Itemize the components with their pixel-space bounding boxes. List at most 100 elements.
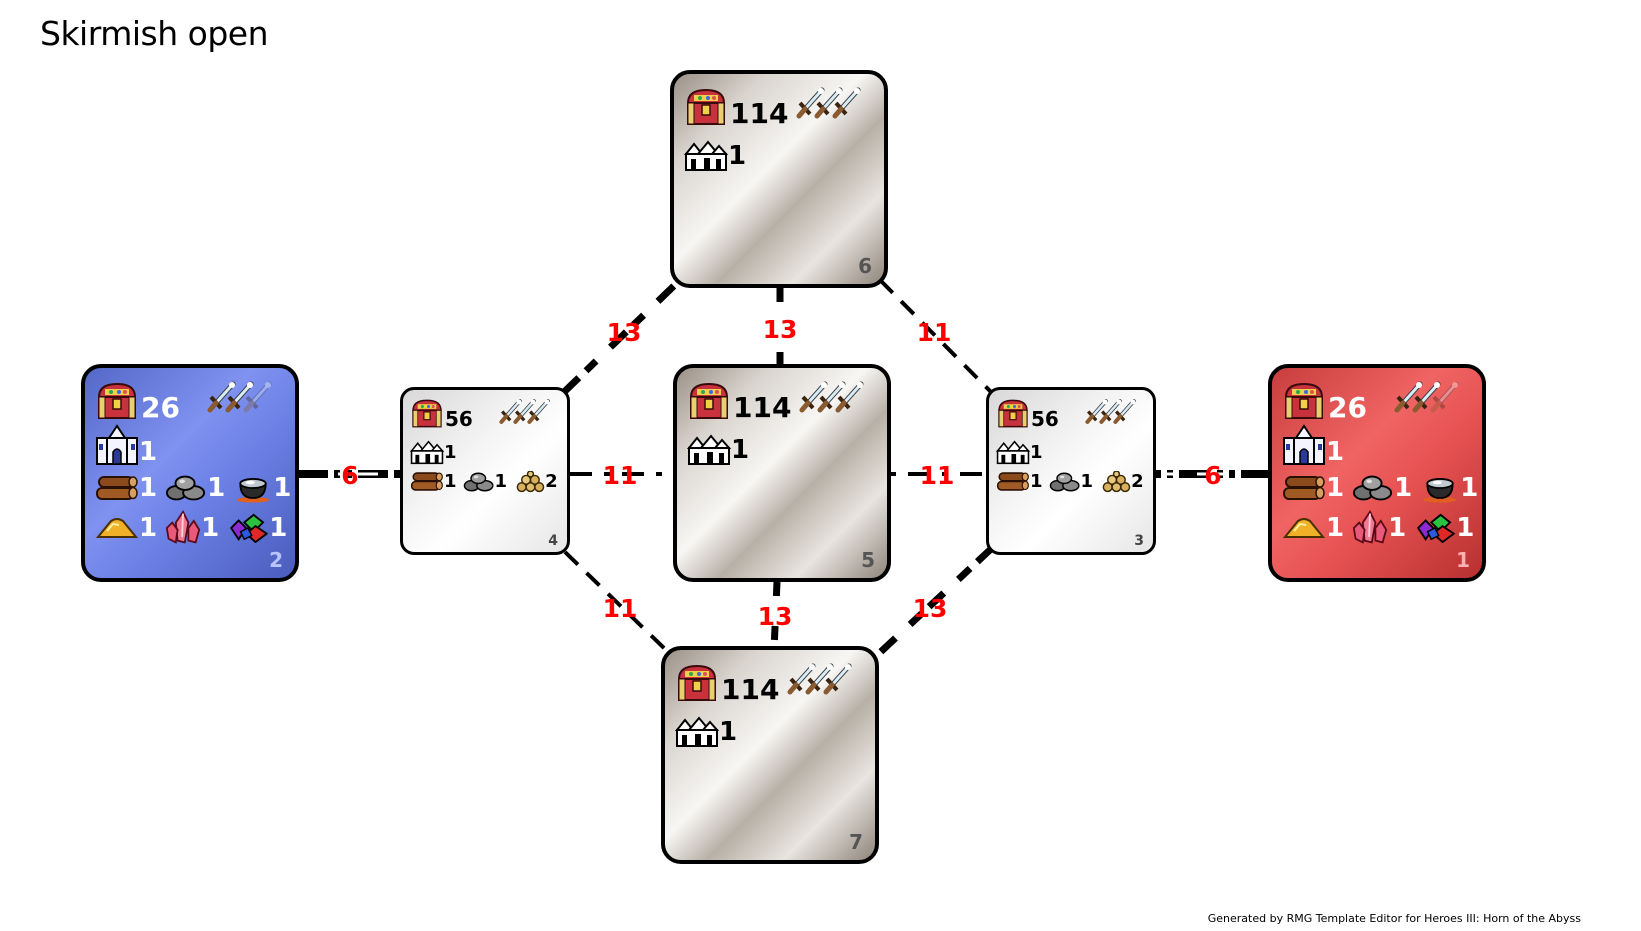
monster-strength <box>499 398 551 425</box>
ore-icon <box>165 473 207 503</box>
treasure-value: 56 <box>1031 406 1059 431</box>
zone-2-blue-player[interactable]: 26 1 1 1 1 1 1 1 2 <box>81 364 299 582</box>
wood-value: 1 <box>139 473 158 503</box>
town-icon <box>687 434 731 466</box>
connection-label-5-3: 11 <box>920 461 955 490</box>
wood-icon <box>1282 473 1326 503</box>
castle-icon <box>95 424 139 466</box>
connection-line-4-7[interactable] <box>563 550 668 652</box>
treasure-value: 114 <box>733 391 792 424</box>
ore-value: 1 <box>1394 473 1413 503</box>
monster-strength <box>1085 398 1137 425</box>
towns-value: 1 <box>1030 441 1043 463</box>
connection-label-4-7: 11 <box>603 594 638 623</box>
crystal-value: 1 <box>201 513 220 543</box>
treasure-chest-icon <box>675 663 719 703</box>
monster-strength <box>799 380 865 414</box>
zone-4[interactable]: 56 1 1 1 2 4 <box>400 387 570 555</box>
towns-value: 1 <box>719 717 738 747</box>
wood-icon <box>410 470 444 493</box>
ore-value: 1 <box>494 470 508 492</box>
towns-value: 1 <box>139 437 158 467</box>
zone-id: 3 <box>1134 533 1144 549</box>
connection-label-4-6: 13 <box>607 318 642 347</box>
zone-1-red-player[interactable]: 26 1 1 1 1 1 1 1 1 <box>1268 364 1486 582</box>
mercury-value: 1 <box>273 473 292 503</box>
connection-label-4-5: 11 <box>603 461 638 490</box>
connection-line-4-6[interactable] <box>560 277 683 396</box>
towns-value: 1 <box>444 441 457 463</box>
wood-icon <box>95 473 139 503</box>
connection-label-5-7: 13 <box>758 602 793 631</box>
treasure-chest-icon <box>410 398 444 429</box>
gems-value: 1 <box>269 513 288 543</box>
zone-3[interactable]: 56 1 1 1 2 3 <box>986 387 1156 555</box>
sulfur-value: 1 <box>1326 513 1345 543</box>
sulfur-icon <box>1282 513 1326 543</box>
gold-value: 2 <box>1131 470 1144 492</box>
towns-value: 1 <box>731 435 750 465</box>
monster-strength <box>787 662 853 696</box>
towns-value: 1 <box>1326 437 1345 467</box>
treasure-chest-icon <box>1282 381 1326 421</box>
zone-id: 4 <box>548 533 558 549</box>
ore-icon <box>463 471 495 493</box>
zone-6[interactable]: 114 1 6 <box>670 70 888 288</box>
zone-id: 7 <box>849 830 863 854</box>
sulfur-value: 1 <box>139 513 158 543</box>
monster-strength <box>796 86 862 120</box>
gold-icon <box>513 471 545 493</box>
gold-icon <box>1099 471 1131 493</box>
credit-text: Generated by RMG Template Editor for Her… <box>1207 912 1581 925</box>
zone-id: 6 <box>858 254 872 278</box>
treasure-chest-icon <box>996 398 1030 429</box>
crystal-value: 1 <box>1388 513 1407 543</box>
wood-value: 1 <box>1030 470 1043 492</box>
town-icon <box>684 140 728 172</box>
wood-value: 1 <box>444 470 457 492</box>
town-icon <box>410 440 444 465</box>
towns-value: 1 <box>728 141 747 171</box>
sulfur-icon <box>95 513 139 543</box>
crystal-icon <box>1352 510 1388 546</box>
connection-label-3-1: 6 <box>1204 461 1221 490</box>
ore-icon <box>1049 471 1081 493</box>
treasure-chest-icon <box>684 87 728 127</box>
monster-swords-icon <box>1113 398 1137 425</box>
zone-7[interactable]: 114 1 7 <box>661 646 879 864</box>
treasure-chest-icon <box>95 381 139 421</box>
ore-icon <box>1352 473 1394 503</box>
monster-swords-icon <box>243 380 273 414</box>
monster-strength <box>1394 380 1460 414</box>
gems-icon <box>1414 513 1456 543</box>
crystal-icon <box>165 510 201 546</box>
zone-5[interactable]: 114 1 5 <box>673 364 891 582</box>
zone-id: 5 <box>861 548 875 572</box>
connection-line-6-3[interactable] <box>878 278 994 395</box>
wood-value: 1 <box>1326 473 1345 503</box>
connection-line-5-7[interactable] <box>770 581 781 651</box>
monster-swords-icon <box>832 86 862 120</box>
page-title: Skirmish open <box>40 14 268 53</box>
connection-label-6-3: 11 <box>917 318 952 347</box>
connection-line-3-7[interactable] <box>869 545 995 663</box>
zone-id: 1 <box>1456 548 1470 572</box>
town-icon <box>996 440 1030 465</box>
monster-swords-icon <box>835 380 865 414</box>
mercury-icon <box>233 472 273 504</box>
connection-label-2-4: 6 <box>341 461 358 490</box>
treasure-value: 56 <box>445 406 473 431</box>
gold-value: 2 <box>545 470 558 492</box>
treasure-value: 26 <box>141 391 180 424</box>
wood-icon <box>996 470 1030 493</box>
monster-swords-icon <box>527 398 551 425</box>
connection-label-6-5: 13 <box>763 315 798 344</box>
mercury-icon <box>1420 472 1460 504</box>
connection-label-3-7: 13 <box>913 594 948 623</box>
monster-strength <box>207 380 273 414</box>
town-icon <box>675 716 719 748</box>
ore-value: 1 <box>1080 470 1094 492</box>
monster-swords-icon <box>1430 380 1460 414</box>
zone-id: 2 <box>269 548 283 572</box>
